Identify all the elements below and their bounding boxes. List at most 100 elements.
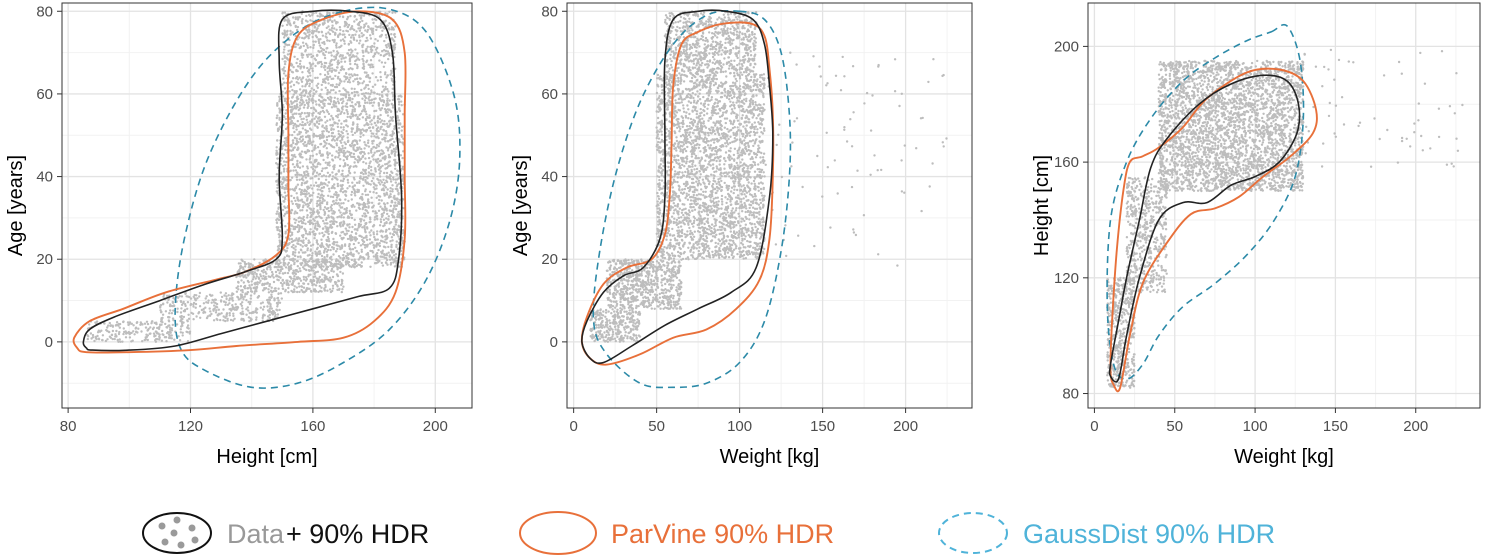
data-point [291, 259, 295, 262]
data-point [321, 34, 325, 37]
data-point [317, 250, 320, 253]
data-point [171, 323, 174, 327]
data-point [388, 173, 392, 177]
data-point [367, 92, 370, 95]
data-point [374, 238, 377, 241]
data-point [279, 269, 282, 273]
data-point [317, 82, 320, 86]
data-point [342, 57, 346, 60]
data-point [342, 264, 345, 267]
data-point [293, 254, 297, 257]
data-point [323, 126, 326, 130]
data-point [394, 208, 398, 211]
data-point [300, 118, 303, 121]
data-point [394, 219, 397, 222]
data-point [240, 258, 243, 261]
data-point [299, 59, 302, 63]
data-point [312, 92, 315, 95]
data-point [279, 281, 283, 285]
data-point [392, 261, 395, 264]
data-point [348, 115, 352, 119]
data-point [325, 138, 329, 142]
data-point [296, 146, 300, 149]
data-point [325, 207, 329, 211]
data-point [338, 78, 342, 81]
data-point [372, 246, 376, 249]
data-point [348, 78, 351, 82]
data-point [367, 166, 370, 170]
data-point [350, 91, 354, 95]
data-point [377, 145, 380, 148]
data-point [618, 330, 622, 333]
data-point [607, 333, 611, 336]
data-point [382, 89, 386, 92]
data-point [353, 184, 357, 187]
data-point [270, 270, 274, 274]
data-point [278, 98, 281, 101]
data-point [298, 101, 302, 104]
data-point [261, 316, 264, 320]
data-point [314, 265, 318, 268]
data-point [240, 279, 243, 282]
data-point [137, 327, 140, 330]
data-point [302, 286, 306, 289]
data-point [332, 270, 335, 273]
data-point [293, 122, 297, 126]
data-point [294, 155, 297, 159]
data-point [343, 212, 346, 215]
data-point [115, 329, 118, 333]
data-point [213, 301, 216, 304]
data-point [325, 147, 328, 150]
data-point [595, 323, 598, 327]
data-point [305, 82, 309, 86]
data-point [298, 88, 302, 91]
data-point [307, 101, 311, 104]
data-point [165, 294, 169, 297]
data-point [369, 59, 373, 62]
data-point [386, 103, 389, 106]
data-point [399, 122, 402, 125]
data-point [309, 273, 312, 276]
data-point [275, 308, 278, 311]
data-point [308, 138, 311, 141]
data-point [365, 226, 369, 229]
data-point [303, 264, 306, 267]
data-point [299, 256, 302, 259]
data-point [295, 143, 298, 146]
data-point [308, 14, 312, 18]
data-point [302, 278, 306, 281]
data-point [295, 103, 299, 106]
data-point [321, 106, 325, 110]
data-point [247, 287, 250, 290]
data-point [364, 29, 367, 32]
data-point [330, 20, 334, 23]
data-point [287, 261, 290, 265]
data-point [308, 98, 311, 102]
data-point [297, 251, 301, 254]
x-tick-label: 200 [423, 418, 448, 435]
data-point [378, 107, 381, 110]
data-point [343, 80, 346, 83]
data-point [231, 299, 234, 302]
data-point [358, 128, 361, 131]
data-point [309, 79, 312, 82]
data-point [274, 313, 277, 317]
data-point [95, 320, 99, 323]
data-point [367, 257, 370, 260]
data-point [385, 191, 388, 194]
data-point [299, 193, 303, 196]
data-point [322, 245, 325, 248]
data-point [333, 55, 336, 58]
data-point [272, 276, 275, 279]
data-point [627, 325, 630, 329]
data-point [344, 78, 348, 81]
data-point [593, 339, 596, 343]
data-point [281, 57, 284, 61]
data-point [243, 295, 246, 298]
data-point [259, 279, 262, 282]
data-point [320, 201, 323, 205]
data-point [321, 273, 324, 276]
data-point [379, 179, 382, 182]
data-point [379, 220, 383, 224]
data-point [351, 54, 355, 57]
